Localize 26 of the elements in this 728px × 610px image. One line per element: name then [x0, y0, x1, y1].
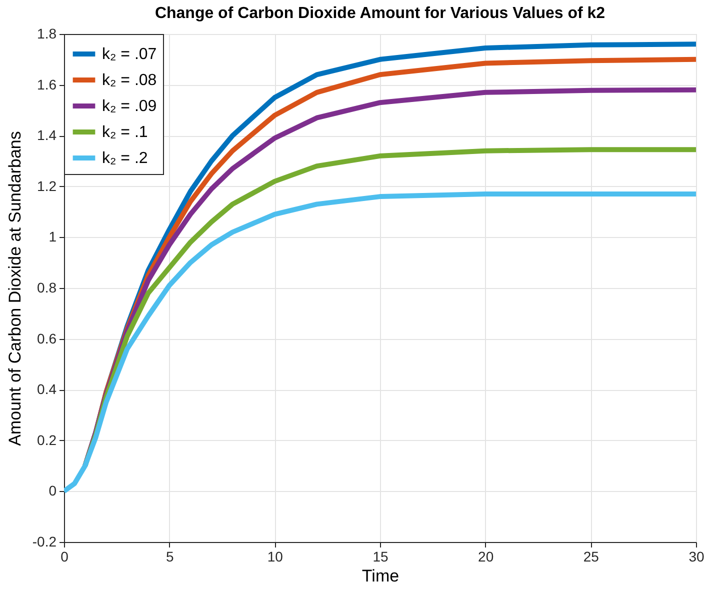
- x-tick-label: 5: [166, 548, 174, 564]
- x-tick-label: 10: [267, 548, 284, 564]
- y-tick-label: 0.6: [37, 330, 57, 346]
- y-tick-label: 1: [48, 228, 57, 245]
- y-tick-label: 1.4: [37, 127, 57, 144]
- y-tick-label: 0.2: [37, 432, 57, 448]
- y-tick-label: 1.2: [37, 178, 57, 194]
- y-tick-label: 0.4: [37, 381, 57, 398]
- y-tick-label: 0.8: [37, 280, 57, 296]
- x-tick-label: 25: [583, 548, 600, 564]
- x-tick-label: 20: [478, 548, 494, 564]
- legend-label: k₂ = .1: [102, 124, 148, 141]
- y-axis-title: Amount of Carbon Dioxide at Sundarbans: [5, 131, 24, 446]
- y-tick-label: -0.2: [32, 534, 57, 550]
- legend-label: k₂ = .08: [102, 72, 157, 89]
- legend-label: k₂ = .07: [102, 46, 157, 63]
- legend-label: k₂ = .09: [102, 98, 157, 115]
- y-tick-label: 1.8: [37, 26, 57, 42]
- x-axis-title: Time: [362, 566, 400, 586]
- x-tick-label: 30: [688, 548, 704, 564]
- y-tick-label: 0: [48, 482, 57, 499]
- x-tick-label: 15: [372, 548, 388, 564]
- legend-label: k₂ = .2: [102, 150, 148, 167]
- y-tick-label: 1.6: [37, 76, 57, 92]
- x-tick-label: 0: [60, 548, 69, 564]
- chart-title: Change of Carbon Dioxide Amount for Various Values of k2: [154, 5, 606, 22]
